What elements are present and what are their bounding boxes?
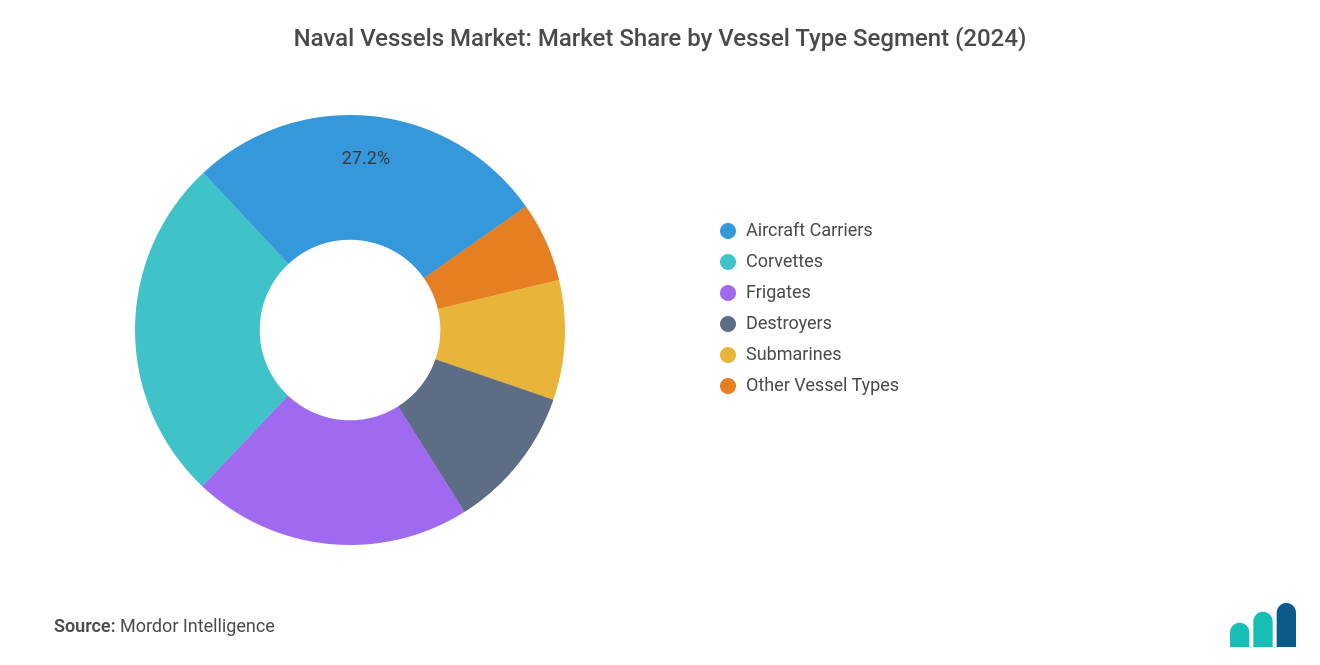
legend-dot-icon bbox=[720, 254, 736, 270]
legend-label: Frigates bbox=[746, 282, 811, 303]
legend-label: Other Vessel Types bbox=[746, 375, 899, 396]
logo-bar bbox=[1230, 623, 1249, 647]
logo-bar bbox=[1253, 612, 1272, 647]
legend-item: Aircraft Carriers bbox=[720, 220, 899, 241]
source-name: Mordor Intelligence bbox=[120, 616, 275, 637]
legend-item: Frigates bbox=[720, 282, 899, 303]
legend-dot-icon bbox=[720, 285, 736, 301]
legend-dot-icon bbox=[720, 347, 736, 363]
logo-bar bbox=[1277, 603, 1296, 647]
legend-item: Corvettes bbox=[720, 251, 899, 272]
legend-dot-icon bbox=[720, 316, 736, 332]
slice-data-label: 27.2% bbox=[342, 148, 390, 169]
legend-dot-icon bbox=[720, 223, 736, 239]
legend-dot-icon bbox=[720, 378, 736, 394]
legend: Aircraft Carriers Corvettes Frigates Destro… bbox=[720, 220, 899, 396]
donut-chart: 27.2% bbox=[110, 90, 590, 570]
brand-logo-icon bbox=[1230, 603, 1296, 647]
legend-label: Corvettes bbox=[746, 251, 823, 272]
legend-item: Other Vessel Types bbox=[720, 375, 899, 396]
source-prefix: Source: bbox=[54, 616, 116, 637]
legend-item: Destroyers bbox=[720, 313, 899, 334]
source-attribution: Source: Mordor Intelligence bbox=[54, 616, 275, 637]
legend-label: Submarines bbox=[746, 344, 842, 365]
legend-item: Submarines bbox=[720, 344, 899, 365]
legend-label: Destroyers bbox=[746, 313, 832, 334]
legend-label: Aircraft Carriers bbox=[746, 220, 873, 241]
chart-title: Naval Vessels Market: Market Share by Ve… bbox=[0, 24, 1320, 52]
